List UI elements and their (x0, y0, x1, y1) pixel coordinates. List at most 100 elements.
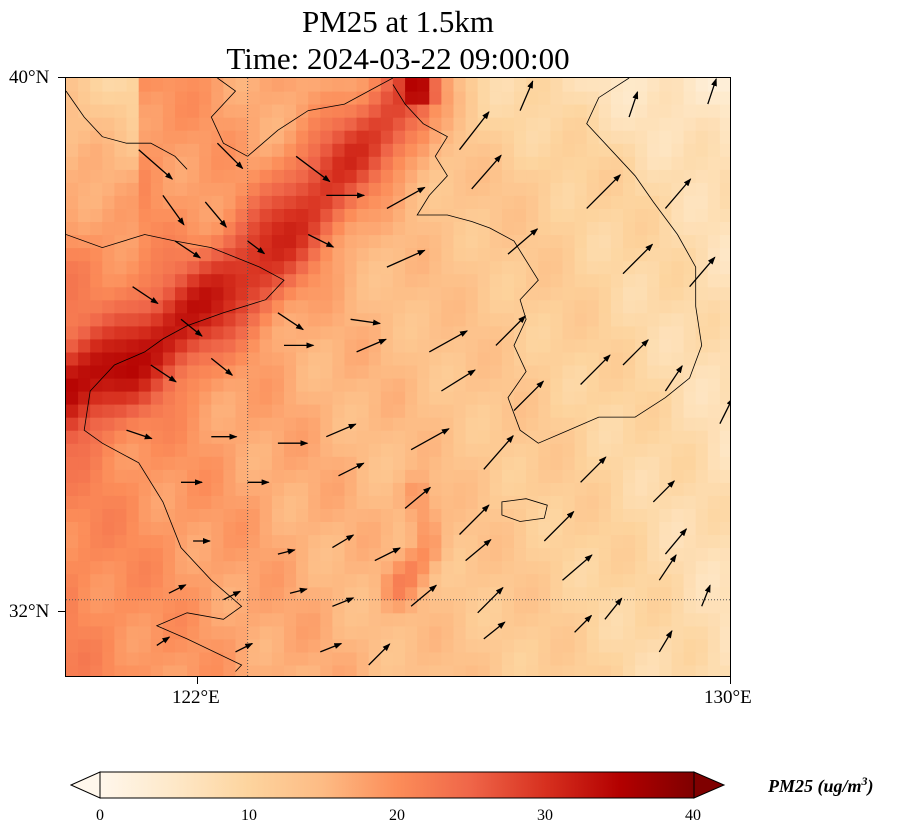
pm25-cell (538, 117, 551, 131)
pm25-cell (66, 443, 79, 457)
pm25-cell (441, 417, 455, 431)
pm25-cell (623, 612, 636, 627)
pm25-cell (465, 143, 479, 157)
pm25-cell (514, 482, 527, 496)
pm25-cell (538, 365, 551, 379)
pm25-cell (78, 221, 91, 236)
pm25-cell (465, 273, 479, 288)
pm25-cell (138, 573, 152, 588)
pm25-cell (671, 612, 685, 627)
pm25-cell (695, 638, 709, 653)
pm25-cell (417, 573, 430, 588)
pm25-cell (320, 456, 333, 470)
pm25-cell (380, 78, 394, 92)
pm25-cell (320, 417, 333, 431)
pm25-cell (671, 625, 685, 640)
pm25-cell (284, 273, 297, 288)
pm25-cell (707, 417, 721, 431)
pm25-cell (598, 443, 612, 457)
pm25-cell (368, 169, 382, 183)
pm25-cell (417, 508, 430, 522)
pm25-cell (441, 665, 455, 676)
pm25-cell (514, 117, 527, 131)
pm25-cell (90, 378, 103, 392)
pm25-cell (659, 378, 672, 392)
pm25-cell (392, 430, 406, 444)
pm25-cell (102, 104, 115, 118)
pm25-cell (187, 521, 200, 536)
pm25-cell (199, 221, 212, 236)
pm25-cell (526, 378, 539, 392)
pm25-cell (90, 495, 103, 509)
pm25-cell (586, 351, 600, 366)
pm25-cell (138, 208, 152, 222)
pm25-cell (659, 665, 672, 676)
pm25-cell (114, 260, 128, 275)
pm25-cell (683, 195, 697, 209)
pm25-cell (429, 234, 442, 249)
pm25-cell (150, 260, 164, 275)
pm25-cell (368, 299, 382, 314)
pm25-cell (647, 143, 660, 157)
pm25-cell (259, 665, 273, 676)
pm25-cell (719, 599, 730, 614)
pm25-cell (356, 391, 370, 405)
pm25-cell (138, 260, 152, 275)
pm25-cell (199, 325, 212, 340)
pm25-cell (429, 625, 442, 640)
pm25-cell (550, 78, 564, 92)
pm25-cell (102, 378, 115, 392)
pm25-cell (659, 573, 672, 588)
pm25-cell (659, 273, 672, 288)
pm25-cell (659, 130, 672, 144)
pm25-cell (623, 560, 636, 575)
pm25-cell (610, 625, 624, 640)
pm25-cell (102, 130, 115, 144)
pm25-cell (586, 143, 600, 157)
pm25-cell (368, 495, 382, 509)
pm25-cell (90, 482, 103, 496)
pm25-cell (465, 91, 479, 105)
pm25-cell (647, 325, 660, 340)
pm25-cell (344, 365, 358, 379)
pm25-cell (465, 78, 479, 92)
chart-title-line1: PM25 at 1.5km (301, 4, 495, 39)
pm25-cell (538, 325, 551, 340)
pm25-cell (235, 208, 249, 222)
pm25-cell (223, 534, 237, 549)
pm25-cell (453, 391, 467, 405)
pm25-cell (138, 495, 152, 509)
pm25-cell (695, 612, 709, 627)
pm25-cell (114, 182, 128, 196)
pm25-cell (259, 547, 273, 562)
pm25-cell (320, 404, 333, 418)
pm25-cell (623, 430, 636, 444)
pm25-cell (550, 338, 564, 353)
pm25-cell (332, 299, 346, 314)
pm25-cell (489, 443, 503, 457)
pm25-cell (562, 156, 576, 170)
pm25-cell (308, 312, 321, 327)
pm25-cell (719, 234, 730, 249)
pm25-cell (308, 325, 321, 340)
pm25-cell (296, 521, 309, 536)
pm25-cell (114, 195, 128, 209)
pm25-cell (356, 560, 370, 575)
wind-arrow (180, 318, 203, 337)
pm25-cell (465, 130, 479, 144)
wind-arrow (586, 174, 622, 209)
pm25-cell (126, 638, 140, 653)
wind-arrow (138, 149, 174, 180)
pm25-cell (332, 521, 346, 536)
pm25-cell (550, 208, 564, 222)
pm25-cell (296, 404, 309, 418)
pm25-cell (211, 625, 224, 640)
pm25-cell (429, 273, 442, 288)
pm25-cell (271, 560, 285, 575)
pm25-cell (623, 404, 636, 418)
pm25-cell (671, 456, 685, 470)
pm25-cell (598, 638, 612, 653)
pm25-cell (78, 521, 91, 536)
pm25-cell (344, 247, 358, 262)
pm25-cell (441, 365, 455, 379)
